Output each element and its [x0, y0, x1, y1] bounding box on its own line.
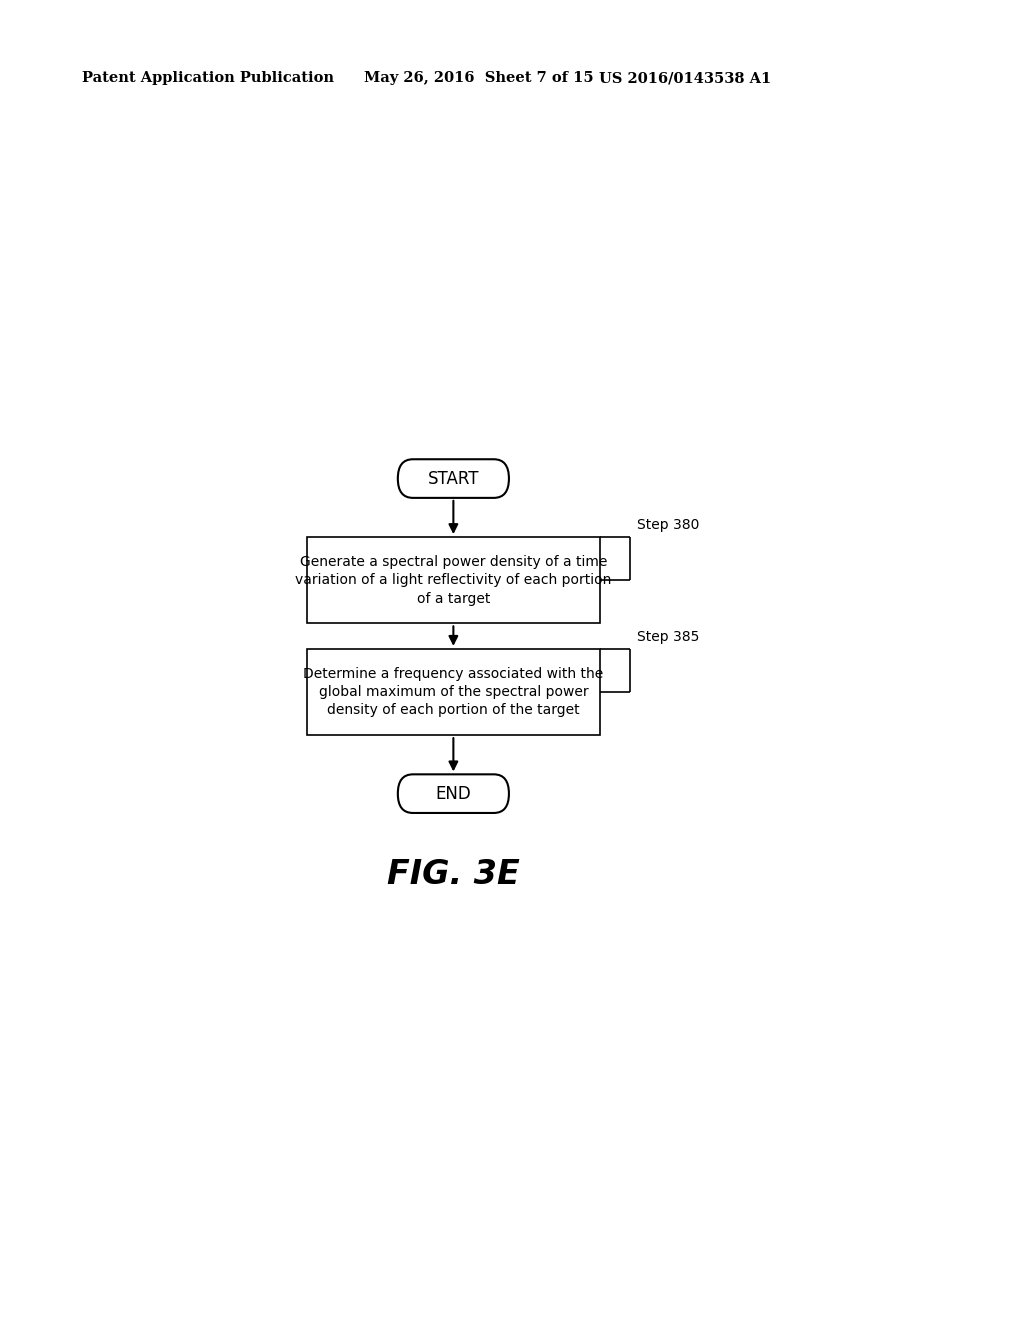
Text: Patent Application Publication: Patent Application Publication — [82, 71, 334, 86]
Text: END: END — [435, 784, 471, 803]
Bar — [306, 649, 600, 735]
Text: US 2016/0143538 A1: US 2016/0143538 A1 — [599, 71, 771, 86]
Text: Determine a frequency associated with the
global maximum of the spectral power
d: Determine a frequency associated with th… — [303, 667, 603, 717]
Text: Generate a spectral power density of a time
variation of a light reflectivity of: Generate a spectral power density of a t… — [295, 554, 611, 606]
FancyBboxPatch shape — [397, 459, 509, 498]
Text: FIG. 3E: FIG. 3E — [387, 858, 520, 891]
Text: Step 380: Step 380 — [637, 517, 699, 532]
Bar — [306, 537, 600, 623]
FancyBboxPatch shape — [397, 775, 509, 813]
Text: START: START — [428, 470, 479, 487]
Text: May 26, 2016  Sheet 7 of 15: May 26, 2016 Sheet 7 of 15 — [364, 71, 593, 86]
Text: Step 385: Step 385 — [637, 630, 699, 644]
